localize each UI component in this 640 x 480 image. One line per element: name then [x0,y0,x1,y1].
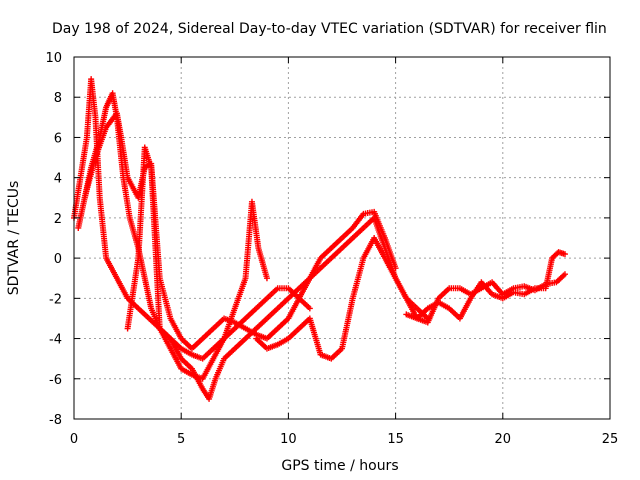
y-axis-label: SDTVAR / TECUs [6,181,22,296]
y-tick-label: 10 [45,51,62,66]
x-tick-label: 10 [280,432,297,447]
x-tick-label: 20 [495,432,512,447]
series-track-1 [71,76,313,362]
x-tick-label: 0 [70,432,78,447]
series-track-4 [124,144,431,402]
x-tick-label: 25 [602,432,619,447]
plot-frame [73,56,611,420]
data-point [263,275,270,282]
grid-lines [74,57,610,419]
y-tick-label: 8 [54,91,62,106]
data-point [561,251,568,258]
data-point [306,305,313,312]
y-tick-label: 2 [54,212,62,227]
chart-title: Day 198 of 2024, Sidereal Day-to-day VTE… [52,21,607,37]
y-tick-label: -8 [49,413,62,428]
y-tick-label: 0 [54,252,62,267]
data-point [561,271,568,278]
axis-ticks: 0 5 10 15 20 25 -8 -6 -4 -2 0 2 4 6 8 10 [45,51,618,447]
y-tick-label: -6 [49,373,62,388]
data-markers [71,76,568,402]
y-tick-label: -2 [49,292,62,307]
y-tick-label: -4 [49,333,62,348]
y-tick-label: 6 [54,131,62,146]
x-tick-label: 15 [387,432,404,447]
series-track-6 [403,249,568,322]
x-axis-label: GPS time / hours [281,458,398,474]
x-tick-label: 5 [177,432,185,447]
y-tick-label: 4 [54,172,62,187]
